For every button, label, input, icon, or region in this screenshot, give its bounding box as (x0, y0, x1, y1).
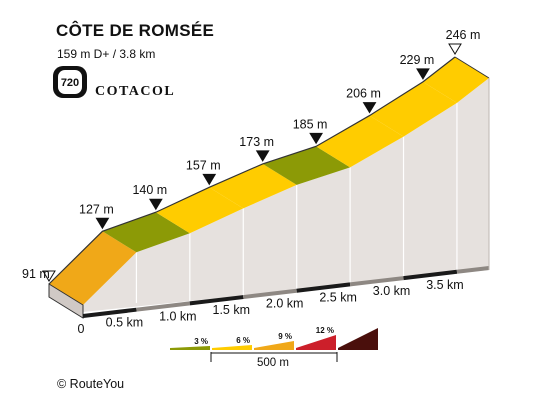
gradient-segment-1 (49, 231, 137, 305)
elevation-marker (148, 198, 163, 211)
profile-base-segment (349, 276, 404, 287)
elevation-marker (202, 173, 217, 186)
profile-side-wall (83, 78, 489, 312)
legend-swatch (254, 341, 294, 350)
badge-number: 720 (61, 77, 79, 89)
cotacol-logo: 720 COTACOL (53, 66, 175, 99)
elevation-label: 127 m (79, 202, 114, 216)
elevation-marker (309, 132, 323, 145)
gradient-segment-7 (369, 81, 457, 137)
legend-swatch (170, 346, 210, 350)
gradient-segment-8 (422, 57, 489, 103)
elevation-label: 246 m (446, 28, 481, 42)
legend-label: 3 % (194, 337, 208, 346)
gradient-segment-5 (262, 146, 351, 185)
climb-subtitle: 159 m D+ / 3.8 km (57, 47, 155, 61)
legend-label: 12 % (316, 326, 334, 335)
profile-base-segment (296, 282, 351, 293)
km-tick-label: 2.0 km (266, 297, 304, 311)
profile-base-segment (403, 269, 458, 281)
x-axis-ticks: 0 0.5 km 1.0 km 1.5 km 2.0 km 2.5 km 3.0 km 3.5… (78, 278, 464, 336)
brand-name: COTACOL (95, 84, 175, 99)
elevation-label: 229 m (400, 53, 435, 67)
elevation-marker (255, 150, 270, 162)
km-tick-label: 2.5 km (319, 290, 357, 304)
gradient-segment-4 (209, 163, 297, 209)
km-tick-label: 0.5 km (106, 316, 144, 330)
km-tick-label: 3.5 km (426, 278, 464, 292)
gradient-segment-2 (102, 212, 190, 253)
elevation-marker-hollow (448, 43, 462, 55)
legend-label: 6 % (236, 336, 250, 345)
elevation-labels: 91 m 127 m 140 m 157 m 173 m 185 m 206 m 229 m 2… (22, 28, 481, 282)
credit-text: © RouteYou (57, 377, 124, 391)
legend-swatch (296, 335, 336, 350)
km-tick-label: 1.5 km (213, 303, 251, 317)
elevation-marker (95, 217, 110, 230)
elevation-label: 91 m (22, 267, 50, 281)
profile-base-segment (189, 295, 244, 306)
km-tick-label: 0 (78, 322, 85, 336)
profile-ridge-line (48, 56, 456, 285)
profile-end-edge (454, 56, 490, 79)
profile-base-segment (243, 288, 297, 300)
legend-label: 9 % (278, 332, 292, 341)
elevation-label: 173 m (239, 135, 274, 149)
legend-swatch (338, 328, 378, 350)
km-tick-label: 1.0 km (159, 309, 197, 323)
elevation-label: 206 m (346, 87, 381, 101)
badge-inner (58, 70, 82, 94)
elevation-marker (362, 102, 377, 114)
scale-label: 500 m (257, 357, 289, 369)
elevation-marker (416, 68, 430, 80)
gradient-segment-3 (155, 187, 244, 234)
km-tick-label: 3.0 km (373, 284, 411, 298)
profile-layer (48, 56, 490, 319)
gradient-legend: 3 % 6 % 9 % 12 % (170, 326, 378, 362)
elevation-label: 157 m (186, 158, 221, 172)
elevation-label: 185 m (293, 117, 328, 131)
climb-title: CÔTE DE ROMSÉE (56, 21, 214, 40)
elevation-label: 140 m (132, 183, 167, 197)
legend-swatch (212, 345, 252, 350)
profile-base-segment (456, 266, 490, 274)
gradient-segment-6 (316, 115, 404, 168)
profile-base-segment (82, 307, 137, 318)
profile-front-face (48, 283, 84, 319)
profile-base-segment (136, 301, 191, 312)
elevation-marker-hollow (42, 270, 56, 282)
